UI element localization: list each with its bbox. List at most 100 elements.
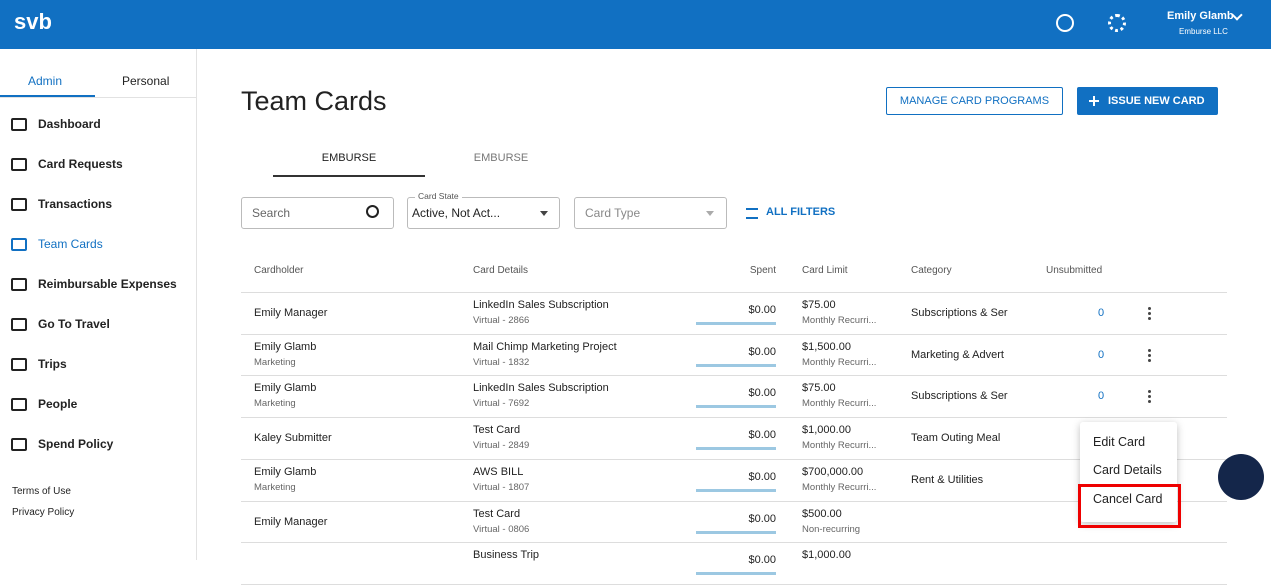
- more-dot[interactable]: [1148, 348, 1151, 352]
- nav-item[interactable]: Dashboard: [38, 117, 101, 131]
- nav-item[interactable]: Go To Travel: [38, 317, 110, 331]
- card-number: Virtual - 2866: [473, 315, 530, 326]
- plus-v: [1093, 96, 1095, 106]
- card-limit: $1,000.00: [802, 549, 851, 562]
- chat-button[interactable]: [1218, 454, 1264, 500]
- nav-item[interactable]: Spend Policy: [38, 437, 114, 451]
- unsubmitted[interactable]: 0: [1097, 307, 1105, 319]
- logo[interactable]: svb: [14, 9, 52, 34]
- settings-icon[interactable]: [1108, 14, 1126, 32]
- tab-underline: [273, 175, 425, 177]
- row-divider: [241, 542, 1227, 544]
- category: Marketing & Advert: [911, 348, 1004, 361]
- spent: $0.00: [748, 387, 776, 400]
- unsubmitted[interactable]: 0: [1097, 348, 1105, 361]
- card-name[interactable]: Test Card: [473, 507, 521, 520]
- card-limit: $75.00: [802, 299, 836, 311]
- unsubmitted[interactable]: 0: [1097, 390, 1105, 403]
- nav-item[interactable]: Trips: [38, 357, 67, 371]
- tab-emburse-2[interactable]: EMBURSE: [473, 152, 529, 164]
- card-number: Virtual - 1807: [473, 481, 530, 493]
- nav-item[interactable]: Transactions: [38, 197, 113, 211]
- more-dot[interactable]: [1148, 390, 1151, 394]
- card-number: Virtual - 0806: [473, 523, 530, 535]
- divider: [0, 97, 196, 98]
- col-header: Cardholder: [254, 265, 304, 276]
- department: Marketing: [254, 398, 296, 410]
- more-dot[interactable]: [1148, 353, 1151, 357]
- more-dot[interactable]: [1148, 400, 1151, 404]
- col-header: Unsubmitted: [1046, 265, 1103, 276]
- highlight-box: [1078, 484, 1181, 528]
- spent-bar: [696, 488, 776, 492]
- nav-item[interactable]: Reimbursable Expenses: [38, 277, 177, 291]
- card-name[interactable]: AWS BILL: [473, 465, 524, 478]
- menu-item[interactable]: Edit Card: [1093, 435, 1146, 449]
- cardholder: Emily Glamb: [254, 340, 317, 353]
- dropdown-arrow: [706, 211, 714, 220]
- row-divider: [241, 500, 1227, 502]
- more-dot[interactable]: [1148, 312, 1151, 315]
- all-filters[interactable]: ALL FILTERS: [766, 206, 836, 218]
- nav-item[interactable]: Card Requests: [38, 157, 123, 171]
- menu-item[interactable]: Cancel Card: [1093, 492, 1163, 506]
- user-name[interactable]: Emily Glamb: [1167, 10, 1234, 22]
- manage-programs-button[interactable]: MANAGE CARD PROGRAMS: [886, 87, 1063, 115]
- more-dot[interactable]: [1148, 358, 1151, 362]
- sidebar: Admin Personal Dashboard Card Requests Tra…: [0, 49, 197, 560]
- card-type-placeholder: Card Type: [585, 206, 641, 220]
- category: Subscriptions & Ser: [911, 390, 1008, 403]
- more-dot[interactable]: [1148, 317, 1151, 320]
- nav-icon: [11, 118, 27, 131]
- spent-bar: [696, 572, 776, 576]
- card-name[interactable]: LinkedIn Sales Subscription: [473, 299, 609, 311]
- help-icon[interactable]: [1056, 14, 1074, 32]
- top-bar: svb Emily Glamb Emburse LLC: [0, 0, 1271, 49]
- nav-item[interactable]: People: [38, 397, 78, 411]
- row-divider: [241, 333, 1227, 335]
- nav-item[interactable]: Team Cards: [38, 237, 103, 251]
- cardholder: Emily Manager: [254, 515, 328, 528]
- nav-icon: [11, 158, 27, 171]
- spent-bar: [696, 447, 776, 451]
- card-name[interactable]: LinkedIn Sales Subscription: [473, 382, 609, 395]
- spent: $0.00: [748, 345, 776, 358]
- issue-card-button[interactable]: ISSUE NEW CARD: [1077, 87, 1218, 115]
- tab-indicator: [0, 95, 95, 97]
- card-number: Virtual - 2849: [473, 440, 530, 452]
- card-type-select[interactable]: [574, 197, 727, 229]
- tab-emburse[interactable]: EMBURSE: [321, 152, 377, 164]
- card-name[interactable]: Business Trip: [473, 549, 540, 562]
- search-box[interactable]: [241, 197, 394, 229]
- card-state-select[interactable]: [407, 197, 560, 229]
- terms-link[interactable]: Terms of Use: [12, 486, 71, 497]
- cardholder: Emily Glamb: [254, 465, 317, 478]
- more-dot[interactable]: [1148, 395, 1151, 399]
- limit-type: Monthly Recurri...: [802, 398, 877, 410]
- more-dot[interactable]: [1148, 307, 1151, 310]
- card-name[interactable]: Test Card: [473, 424, 521, 437]
- dropdown-arrow: [540, 211, 548, 220]
- spent-bar: [696, 405, 776, 409]
- department: Marketing: [254, 356, 296, 368]
- card-number: Virtual - 7692: [473, 398, 530, 410]
- tab-personal[interactable]: Personal: [122, 74, 170, 88]
- category: Team Outing Meal: [911, 432, 1001, 445]
- card-limit: $700,000.00: [802, 465, 864, 478]
- company: Emburse LLC: [1179, 27, 1228, 36]
- card-limit: $1,500.00: [802, 340, 851, 353]
- menu-item[interactable]: Card Details: [1093, 463, 1162, 477]
- card-state-value: Active, Not Act...: [412, 206, 501, 220]
- limit-type: Monthly Recurri...: [802, 440, 877, 452]
- card-name[interactable]: Mail Chimp Marketing Project: [473, 340, 617, 353]
- privacy-link[interactable]: Privacy Policy: [12, 507, 75, 518]
- row-divider: [241, 292, 1227, 293]
- card-limit: $500.00: [802, 507, 842, 520]
- category: Rent & Utilities: [911, 473, 984, 486]
- category: Subscriptions & Ser: [911, 307, 1008, 319]
- limit-type: Monthly Recurri...: [802, 356, 877, 368]
- card-limit: $75.00: [802, 382, 836, 395]
- tab-admin[interactable]: Admin: [28, 74, 63, 88]
- page-title: Team Cards: [241, 86, 387, 116]
- limit-type: Monthly Recurri...: [802, 315, 877, 326]
